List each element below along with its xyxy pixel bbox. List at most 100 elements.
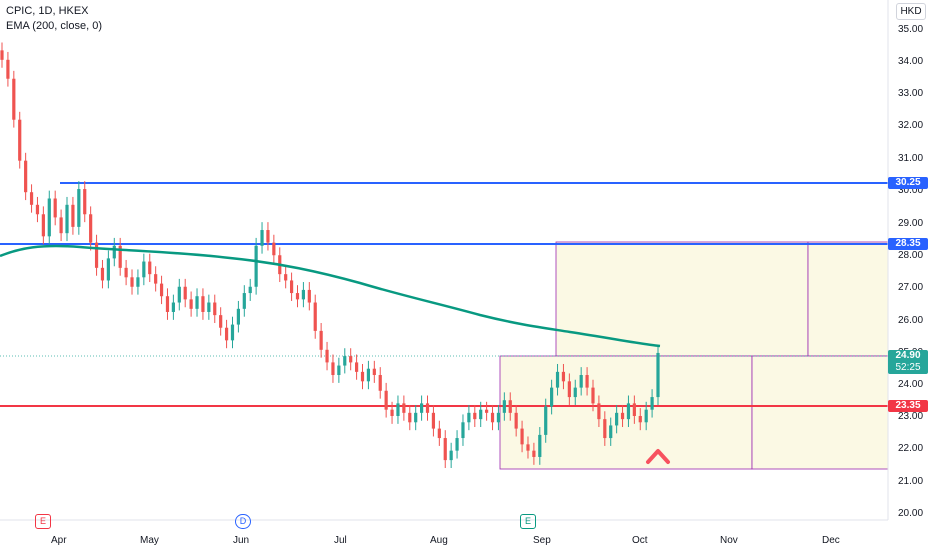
candle-body <box>112 245 116 259</box>
candle-body <box>384 390 388 410</box>
long-position-entry-zone-ext[interactable] <box>751 355 889 470</box>
candle-body <box>53 198 57 218</box>
candle-body <box>449 450 453 461</box>
candle-body <box>349 356 353 363</box>
y-tick: 26.00 <box>898 315 924 326</box>
candle-body <box>18 119 22 161</box>
candle-body <box>59 217 63 234</box>
candle-body <box>644 409 648 423</box>
candle-body <box>620 412 625 420</box>
candle-body <box>47 198 51 237</box>
candle-body <box>437 428 441 439</box>
candle-body <box>136 277 140 287</box>
candle-body <box>567 381 571 398</box>
candle-body <box>526 444 530 451</box>
candle-body <box>71 204 75 227</box>
y-tick: 32.00 <box>898 120 924 131</box>
candle-body <box>260 230 264 246</box>
candle-body <box>490 412 495 423</box>
candle-body <box>89 214 93 243</box>
earnings-event-icon[interactable]: E <box>35 514 51 529</box>
y-tick: 22.00 <box>898 443 924 454</box>
candle-body <box>390 409 394 416</box>
candle-body <box>366 368 371 382</box>
candle-body <box>183 286 187 300</box>
candle-body <box>354 362 359 372</box>
y-tick: 28.00 <box>898 250 924 261</box>
candle-body <box>189 299 193 309</box>
candle-body <box>632 403 636 416</box>
candle-body <box>544 406 548 435</box>
candle-body <box>360 371 365 382</box>
candle-body <box>272 242 276 256</box>
candle-body <box>343 356 347 366</box>
candle-body <box>295 293 300 300</box>
x-tick: Oct <box>632 535 648 546</box>
candle-body <box>597 403 601 420</box>
candle-body <box>159 283 164 297</box>
x-tick: Aug <box>430 535 448 546</box>
currency-button[interactable]: HKD <box>896 3 926 20</box>
candle-body <box>561 371 566 382</box>
candle-body <box>24 160 28 193</box>
y-tick: 24.00 <box>898 379 924 390</box>
candle-body <box>12 78 16 120</box>
candle-body <box>289 280 294 294</box>
candle-body <box>171 302 175 312</box>
candle-body <box>331 362 335 376</box>
candle-body <box>41 214 45 237</box>
symbol-title[interactable]: CPIC, 1D, HKEX <box>6 5 89 17</box>
long-position-entry-zone[interactable] <box>499 355 753 470</box>
price-tag-30-25: 30.25 <box>888 177 928 189</box>
earnings-event-icon[interactable]: E <box>520 514 536 529</box>
candle-body <box>479 409 483 420</box>
candle-body <box>626 403 631 420</box>
indicator-title[interactable]: EMA (200, close, 0) <box>6 20 102 32</box>
candle-body <box>378 375 382 391</box>
candle-body <box>420 403 424 413</box>
candle-body <box>154 274 158 284</box>
candle-body <box>485 409 489 413</box>
long-position-target-zone[interactable] <box>555 241 809 357</box>
candle-body <box>118 245 122 268</box>
long-position-target-zone-ext[interactable] <box>807 241 889 357</box>
y-tick: 20.00 <box>898 508 924 519</box>
candle-body <box>538 434 542 457</box>
y-tick: 23.00 <box>898 411 924 422</box>
chart-legend: CPIC, 1D, HKEX EMA (200, close, 0) <box>6 4 102 34</box>
candle-body <box>573 387 577 398</box>
candle-body <box>425 403 430 413</box>
candle-body <box>656 352 660 398</box>
candle-body <box>254 245 258 287</box>
candle-body <box>195 296 199 309</box>
candle-body <box>467 412 471 423</box>
candle-body <box>555 371 560 388</box>
price-tag-28-35: 28.35 <box>888 238 928 250</box>
x-tick: Dec <box>822 535 840 546</box>
y-tick: 27.00 <box>898 282 924 293</box>
candle-body <box>142 261 146 278</box>
up-arrow-icon[interactable] <box>646 449 670 464</box>
candle-body <box>337 365 341 376</box>
dividend-event-icon[interactable]: D <box>235 514 251 529</box>
candle-body <box>177 286 181 303</box>
y-tick: 31.00 <box>898 153 924 164</box>
y-tick: 35.00 <box>898 24 924 35</box>
candlestick-series <box>0 42 660 468</box>
x-tick: Sep <box>533 535 551 546</box>
candle-body <box>609 425 613 439</box>
candle-body <box>443 438 447 461</box>
y-tick: 30.00 <box>898 185 924 196</box>
candle-body <box>502 400 506 413</box>
candle-body <box>124 267 128 278</box>
candle-body <box>473 412 477 420</box>
candle-body <box>414 412 418 423</box>
x-tick: Jul <box>334 535 347 546</box>
candle-body <box>6 59 10 79</box>
candle-body <box>603 419 607 439</box>
candle-body <box>266 230 270 243</box>
candle-body <box>591 387 595 404</box>
y-tick: 21.00 <box>898 476 924 487</box>
candle-body <box>219 315 223 328</box>
